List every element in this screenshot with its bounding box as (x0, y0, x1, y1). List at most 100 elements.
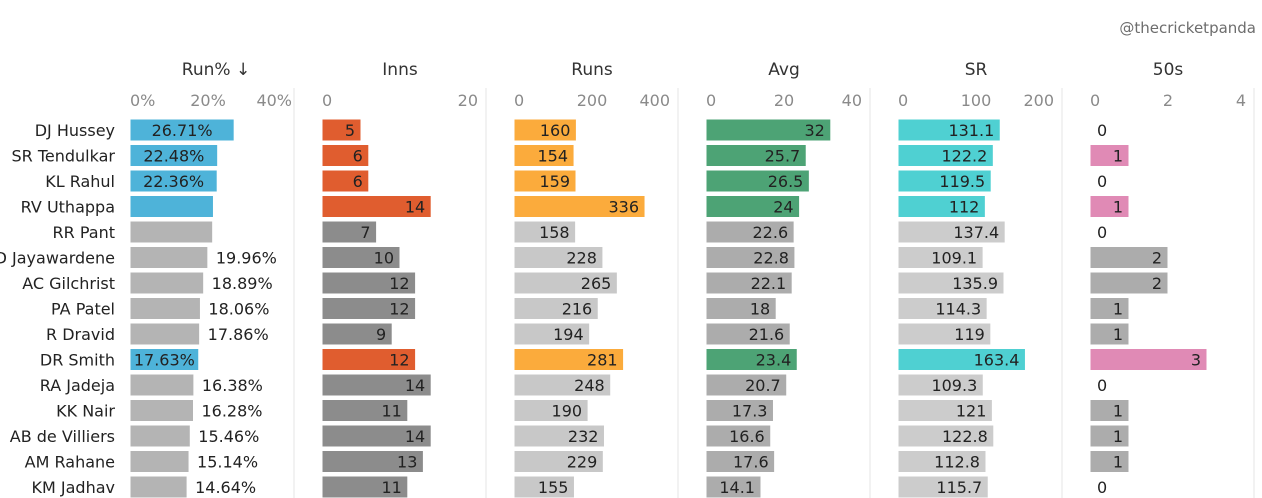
panel-title-run: Run% ↓ (182, 60, 250, 80)
panel-title-avg: Avg (768, 60, 800, 80)
bar-inns (321, 322, 393, 346)
data-label-50s: 3 (1191, 351, 1201, 370)
data-label-avg: 14.1 (719, 478, 755, 497)
player-name: PA Patel (51, 300, 115, 319)
bar-sr (897, 450, 987, 473)
data-label-inns: 14 (405, 198, 425, 217)
tick-label: 200 (577, 91, 608, 110)
data-label-runs: 216 (562, 300, 593, 319)
data-label-run: 17.63% (134, 351, 195, 370)
bar-sr (897, 271, 1005, 295)
bar-avg (705, 399, 774, 422)
data-label-run: 22.36% (143, 172, 204, 191)
data-label-sr: 109.1 (931, 249, 977, 268)
bar-50s (1089, 195, 1130, 218)
tick-label: 200 (1023, 91, 1054, 110)
bar-run (129, 373, 195, 397)
data-label-inns: 11 (381, 478, 401, 497)
data-label-50s: 1 (1113, 300, 1123, 319)
data-label-inns: 6 (353, 172, 363, 191)
bar-run (129, 169, 218, 193)
bar-inns (321, 373, 432, 397)
data-label-run: 15.14% (197, 453, 258, 472)
tick-label: 0 (1090, 91, 1100, 110)
bar-sr (897, 297, 988, 320)
bar-50s (1089, 297, 1130, 320)
bar-avg (705, 271, 793, 295)
data-label-avg: 17.6 (733, 453, 769, 472)
bar-sr (897, 475, 989, 498)
data-label-sr: 115.7 (936, 478, 982, 497)
data-label-50s: 1 (1113, 427, 1123, 446)
player-name: KK Nair (56, 402, 115, 421)
player-name: RR Pant (53, 223, 115, 242)
data-label-avg: 32 (804, 121, 824, 140)
data-label-avg: 22.8 (753, 249, 789, 268)
bar-run (129, 271, 205, 295)
bar-run (129, 450, 190, 473)
player-name: R Dravid (46, 325, 115, 344)
bar-inns (321, 144, 370, 167)
panel-title-inns: Inns (382, 60, 418, 80)
bar-run (129, 424, 191, 448)
player-name: RV Uthappa (21, 198, 115, 217)
bar-avg (705, 424, 772, 448)
data-label-50s: 2 (1152, 274, 1162, 293)
bar-runs (513, 450, 604, 473)
data-label-sr: 122.8 (942, 427, 988, 446)
data-label-avg: 23.4 (756, 351, 792, 370)
data-label-sr: 122.2 (942, 147, 988, 166)
bar-50s (1089, 348, 1208, 371)
data-label-runs: 281 (587, 351, 618, 370)
bar-avg (705, 322, 791, 346)
tick-label: 100 (961, 91, 992, 110)
bar-runs (513, 195, 646, 218)
bar-avg (705, 297, 777, 320)
bar-run (129, 348, 200, 371)
bar-runs (513, 424, 605, 448)
tick-label: 2 (1163, 91, 1173, 110)
data-label-sr: 109.3 (931, 376, 977, 395)
player-name: KM Jadhav (32, 478, 115, 497)
bar-inns (321, 246, 401, 269)
data-label-runs: 228 (566, 249, 597, 268)
tick-label: 0 (898, 91, 908, 110)
bar-sr (897, 348, 1026, 371)
data-label-inns: 12 (389, 351, 409, 370)
data-label-run: 18.89% (212, 274, 273, 293)
data-label-runs: 160 (540, 121, 571, 140)
bar-sr (897, 322, 992, 346)
data-label-inns: 9 (376, 325, 386, 344)
player-name: KL Rahul (45, 172, 115, 191)
data-label-run: 18.06% (208, 300, 269, 319)
data-label-run: 17.86% (208, 325, 269, 344)
bar-inns (321, 297, 417, 320)
data-label-sr: 121 (956, 402, 987, 421)
bar-sr (897, 373, 984, 397)
player-name: D Jayawardene (0, 249, 115, 268)
bar-50s (1089, 144, 1130, 167)
data-label-avg: 16.6 (729, 427, 765, 446)
data-label-runs: 194 (553, 325, 584, 344)
data-label-avg: 20.7 (745, 376, 781, 395)
data-label-runs: 154 (538, 147, 569, 166)
player-name: AB de Villiers (10, 427, 115, 446)
data-label-run: 16.38% (202, 376, 263, 395)
bar-inns (321, 348, 417, 371)
data-label-inns: 5 (345, 121, 355, 140)
bar-sr (897, 144, 994, 167)
panel-title-sr: SR (965, 60, 988, 80)
bar-run (129, 399, 194, 422)
panel-title-runs: Runs (571, 60, 613, 80)
data-label-50s: 0 (1097, 121, 1107, 140)
data-label-50s: 1 (1113, 402, 1123, 421)
data-label-run: 16.28% (201, 402, 262, 421)
data-label-runs: 159 (539, 172, 570, 191)
data-label-inns: 6 (353, 147, 363, 166)
bar-runs (513, 322, 591, 346)
bar-inns (321, 399, 409, 422)
bar-runs (513, 246, 604, 269)
data-label-50s: 0 (1097, 376, 1107, 395)
data-label-50s: 0 (1097, 223, 1107, 242)
bar-run (129, 297, 201, 320)
